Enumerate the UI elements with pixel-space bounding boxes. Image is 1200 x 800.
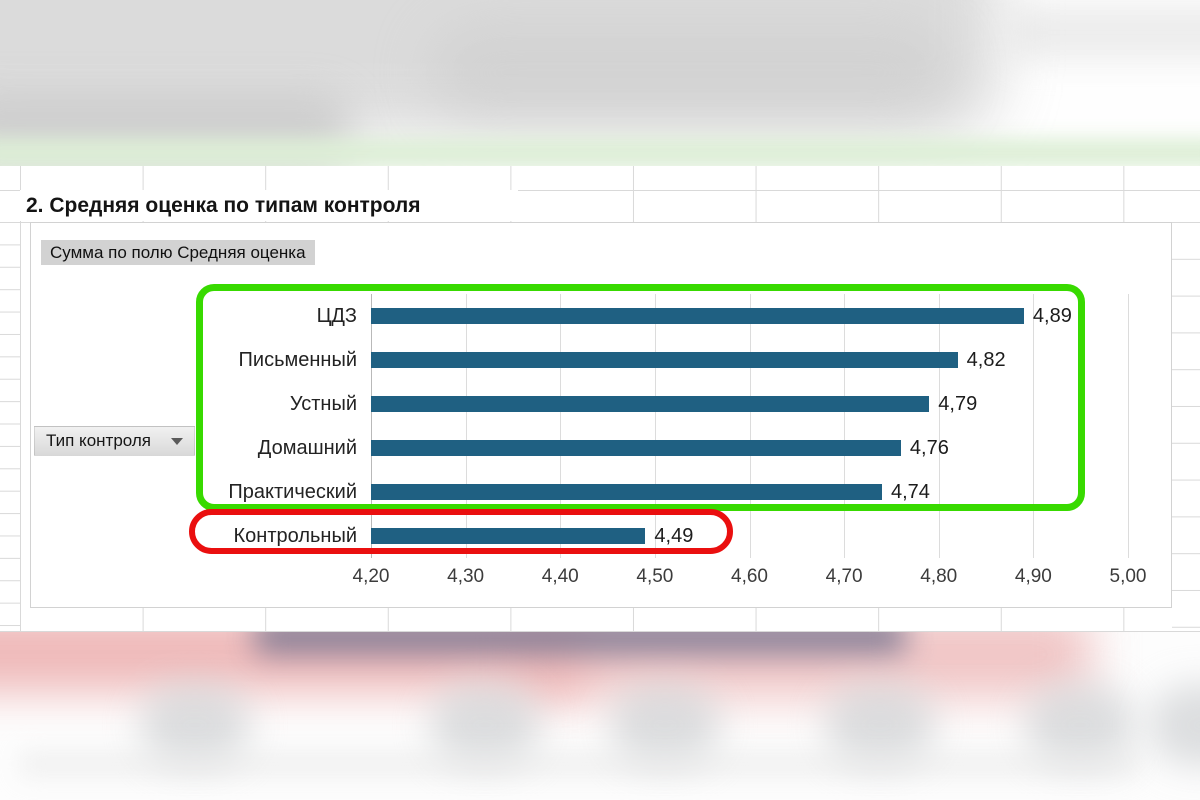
category-label: Контрольный (233, 525, 357, 547)
bar-ЦДЗ[interactable] (371, 308, 1024, 324)
data-label: 4,89 (1032, 305, 1072, 327)
bar-Письменный[interactable] (371, 352, 958, 368)
x-tick-label: 4,80 (920, 566, 958, 587)
category-label: Письменный (238, 349, 357, 371)
sheet-rows-right (1172, 222, 1200, 632)
blur-blob (1150, 684, 1200, 766)
vertical-gridline (844, 294, 846, 558)
vertical-gridline (938, 294, 940, 558)
category-label: Устный (289, 393, 357, 415)
vertical-gridline (1033, 294, 1035, 558)
x-tick-label: 4,30 (447, 566, 485, 587)
data-label: 4,49 (654, 525, 694, 547)
x-tick-label: 5,00 (1109, 566, 1147, 587)
x-axis-ticks: 4,20 4,30 4,40 4,50 4,60 4,70 4,80 4,90 5,00 (353, 566, 1147, 592)
pivot-field-button-category[interactable]: Тип контроля (34, 426, 195, 456)
x-tick-label: 4,40 (541, 566, 579, 587)
category-label: Домашний (257, 437, 357, 459)
x-tick-label: 4,90 (1014, 566, 1052, 587)
pivot-field-button-value[interactable]: Сумма по полю Средняя оценка (41, 240, 315, 265)
vertical-gridline (560, 294, 562, 558)
highlight-top-types-annotation (196, 284, 1085, 511)
dropdown-arrow-icon (171, 437, 183, 445)
sheet-rows-left (0, 222, 21, 632)
vertical-gridline (1128, 294, 1129, 558)
blur-blob (1010, 5, 1200, 60)
vertical-gridline (749, 294, 751, 558)
blur-blob (20, 750, 1140, 778)
data-label: 4,74 (890, 481, 930, 503)
category-labels: ЦДЗ Письменный Устный Домашний Практический К… (31, 294, 363, 558)
section-title: 2. Средняя оценка по типам контроля (20, 190, 518, 221)
bar-Устный[interactable] (371, 396, 930, 412)
x-tick-label: 4,20 (352, 566, 390, 587)
blur-blob (430, 25, 950, 120)
bar-Домашний[interactable] (371, 440, 901, 456)
highlight-lowest-type-annotation (189, 509, 733, 554)
sheet-row-gridline (0, 631, 1200, 632)
blurred-content-top (0, 0, 1200, 166)
bar-Контрольный[interactable] (371, 528, 646, 544)
data-label: 4,79 (938, 393, 978, 415)
vertical-gridline (654, 294, 656, 558)
pivot-field-button-label: Тип контроля (46, 431, 151, 450)
blurred-content-bottom (0, 632, 1200, 800)
x-tick-label: 4,60 (731, 566, 768, 587)
plot-area: 4,89 4,82 4,79 4,76 4,74 4,49 (371, 294, 1129, 558)
blur-blob (255, 632, 905, 654)
x-tick-label: 4,50 (636, 566, 674, 587)
category-label: ЦДЗ (316, 305, 357, 327)
sheet-row-gridline (0, 190, 1200, 191)
data-label: 4,82 (966, 349, 1006, 371)
data-label: 4,76 (909, 437, 949, 459)
y-axis-line (371, 294, 372, 558)
blur-green-band (0, 138, 1200, 166)
category-label: Практический (228, 481, 357, 503)
vertical-gridline (465, 294, 467, 558)
x-tick-label: 4,70 (825, 566, 863, 587)
bar-Практический[interactable] (371, 484, 882, 500)
